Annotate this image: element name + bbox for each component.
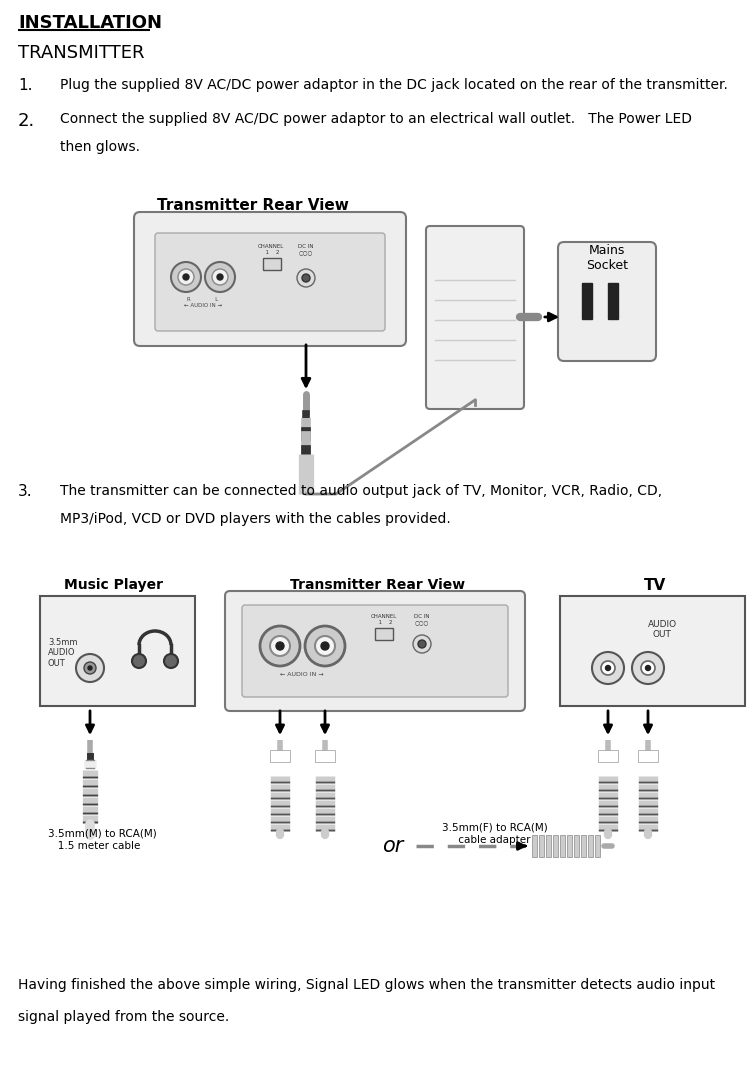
Circle shape — [84, 662, 96, 674]
FancyBboxPatch shape — [155, 233, 385, 331]
Text: DC IN
○○○: DC IN ○○○ — [299, 244, 314, 255]
Text: The transmitter can be connected to audio output jack of TV, Monitor, VCR, Radio: The transmitter can be connected to audi… — [60, 484, 662, 498]
Text: AUDIO
OUT: AUDIO OUT — [647, 620, 677, 639]
Text: Plug the supplied 8V AC/DC power adaptor in the DC jack located on the rear of t: Plug the supplied 8V AC/DC power adaptor… — [60, 78, 728, 92]
Text: Music Player: Music Player — [64, 578, 163, 592]
Circle shape — [646, 666, 650, 670]
Circle shape — [88, 666, 92, 670]
Circle shape — [601, 660, 615, 675]
Bar — [560, 596, 745, 706]
Circle shape — [132, 654, 146, 668]
Text: 3.5mm(M) to RCA(M)
   1.5 meter cable: 3.5mm(M) to RCA(M) 1.5 meter cable — [48, 829, 156, 850]
Text: CHANNEL
  1    2: CHANNEL 1 2 — [371, 614, 397, 625]
Bar — [638, 750, 658, 762]
Text: 1.: 1. — [18, 78, 33, 93]
Bar — [582, 283, 592, 319]
Bar — [595, 835, 600, 857]
FancyBboxPatch shape — [134, 212, 406, 346]
Circle shape — [315, 636, 335, 656]
Bar — [560, 835, 565, 857]
Text: ← AUDIO IN →: ← AUDIO IN → — [280, 672, 324, 676]
Circle shape — [321, 642, 329, 650]
Circle shape — [164, 654, 178, 668]
Circle shape — [276, 642, 284, 650]
Text: MP3/iPod, VCD or DVD players with the cables provided.: MP3/iPod, VCD or DVD players with the ca… — [60, 512, 451, 526]
Circle shape — [418, 640, 426, 648]
Bar — [608, 283, 618, 319]
Bar — [581, 835, 586, 857]
Circle shape — [305, 626, 345, 666]
Text: TV: TV — [644, 578, 666, 593]
Circle shape — [641, 660, 655, 675]
Bar — [598, 750, 618, 762]
Circle shape — [606, 666, 611, 670]
Bar — [567, 835, 572, 857]
FancyBboxPatch shape — [426, 226, 524, 409]
Text: INSTALLATION: INSTALLATION — [18, 14, 162, 32]
Bar — [539, 835, 544, 857]
Circle shape — [205, 262, 235, 292]
Text: Having finished the above simple wiring, Signal LED glows when the transmitter d: Having finished the above simple wiring,… — [18, 978, 715, 992]
Bar — [315, 750, 335, 762]
Circle shape — [76, 654, 104, 682]
Circle shape — [178, 269, 194, 285]
Bar — [553, 835, 558, 857]
Bar — [532, 835, 537, 857]
FancyBboxPatch shape — [225, 591, 525, 711]
Bar — [588, 835, 593, 857]
FancyBboxPatch shape — [242, 605, 508, 697]
Bar — [270, 750, 290, 762]
Circle shape — [217, 274, 223, 280]
Text: then glows.: then glows. — [60, 140, 140, 154]
Text: 3.5mm(F) to RCA(M)
     cable adapter: 3.5mm(F) to RCA(M) cable adapter — [442, 823, 548, 845]
Circle shape — [183, 274, 189, 280]
Circle shape — [212, 269, 228, 285]
Text: Mains
Socket: Mains Socket — [586, 244, 628, 272]
Text: or: or — [383, 837, 404, 856]
Bar — [546, 835, 551, 857]
Circle shape — [171, 262, 201, 292]
Text: signal played from the source.: signal played from the source. — [18, 1010, 229, 1024]
Text: TRANSMITTER: TRANSMITTER — [18, 44, 144, 62]
Text: R              L
← AUDIO IN →: R L ← AUDIO IN → — [184, 297, 222, 307]
Text: Transmitter Rear View: Transmitter Rear View — [290, 578, 466, 592]
Circle shape — [413, 635, 431, 653]
FancyBboxPatch shape — [558, 242, 656, 361]
Circle shape — [260, 626, 300, 666]
Text: 3.5mm
AUDIO
OUT: 3.5mm AUDIO OUT — [48, 638, 78, 668]
Bar — [375, 628, 393, 640]
Text: DC IN
○○○: DC IN ○○○ — [414, 614, 429, 625]
Bar — [263, 258, 281, 270]
Circle shape — [270, 636, 290, 656]
Circle shape — [297, 269, 315, 287]
Text: 3.: 3. — [18, 484, 33, 499]
Bar — [40, 596, 195, 706]
Text: Connect the supplied 8V AC/DC power adaptor to an electrical wall outlet.   The : Connect the supplied 8V AC/DC power adap… — [60, 112, 692, 126]
Bar — [574, 835, 579, 857]
Text: CHANNEL
  1    2: CHANNEL 1 2 — [258, 244, 284, 255]
Circle shape — [632, 652, 664, 684]
Circle shape — [302, 274, 310, 282]
Circle shape — [592, 652, 624, 684]
Text: 2.: 2. — [18, 112, 36, 130]
Text: Transmitter Rear View: Transmitter Rear View — [157, 198, 349, 213]
